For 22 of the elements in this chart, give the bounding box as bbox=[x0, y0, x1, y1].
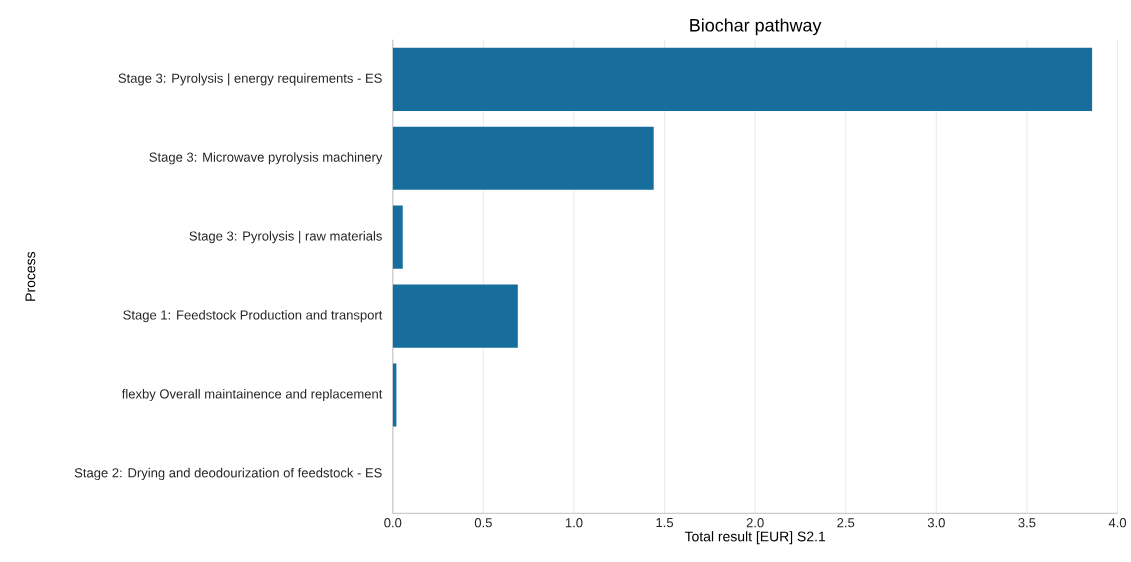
x-tick-label: 4.0 bbox=[1108, 517, 1127, 528]
x-tick-label: 3.0 bbox=[927, 517, 945, 528]
x-tick-label: 3.5 bbox=[1018, 517, 1036, 528]
bar bbox=[392, 47, 1093, 111]
bar bbox=[392, 284, 518, 348]
x-axis-title: Total result [EUR] S2.1 bbox=[684, 531, 826, 545]
x-tick-label: 1.5 bbox=[656, 517, 674, 528]
bar bbox=[392, 126, 654, 190]
y-tick-label: Stage 1: Feedstock Production and transport bbox=[123, 309, 383, 323]
x-tick-label: 0.5 bbox=[474, 517, 492, 528]
y-tick-label: Stage 3: Pyrolysis | energy requirements - ES bbox=[118, 73, 382, 86]
x-tick-label: 2.5 bbox=[837, 517, 855, 528]
x-tick-label: 2.0 bbox=[746, 517, 764, 528]
bar bbox=[392, 205, 403, 269]
y-tick-label: Stage 3: Pyrolysis | raw materials bbox=[189, 230, 382, 244]
x-tick-label: 0.0 bbox=[384, 517, 402, 528]
x-tick-label: 1.0 bbox=[565, 517, 583, 528]
y-axis-title: Process bbox=[25, 251, 36, 301]
y-tick-label: Stage 3: Microwave pyrolysis machinery bbox=[149, 152, 383, 165]
chart-title: Biochar pathway bbox=[690, 18, 822, 36]
y-tick-label: flexby Overall maintainence and replacement bbox=[121, 388, 383, 401]
y-tick-label: Stage 2: Drying and deodourization of feedstock - ES bbox=[74, 467, 382, 480]
